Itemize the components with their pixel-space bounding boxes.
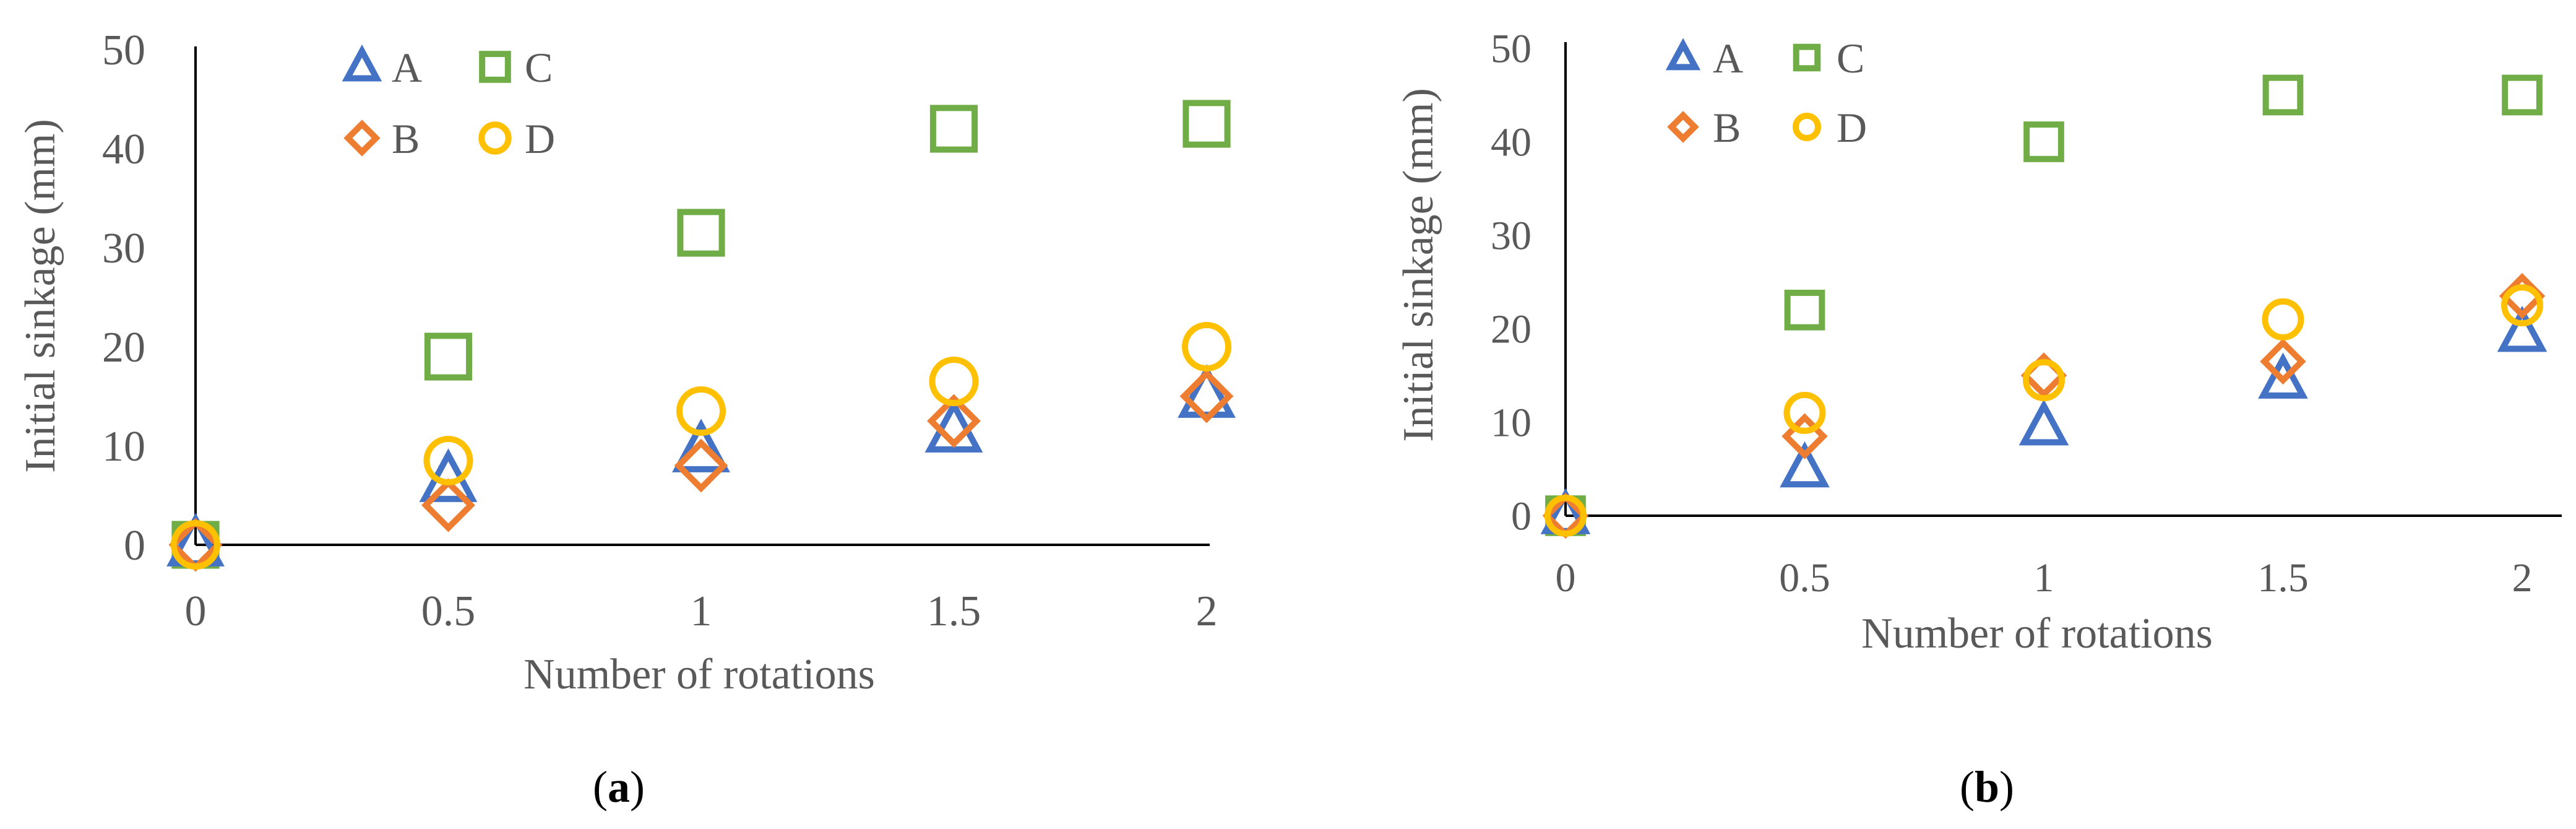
data-point-b (421, 478, 475, 532)
x-tick-label: 1.5 (927, 588, 981, 635)
legend: A C B D (1665, 35, 1867, 151)
y-tick-label: 20 (1491, 306, 1531, 352)
data-point-c (2502, 74, 2543, 116)
legend: A C B D (342, 44, 555, 162)
y-tick-label: 10 (102, 423, 145, 471)
legend-label-a: A (392, 44, 422, 91)
x-tick-label: 0.5 (421, 588, 476, 635)
data-point-d (676, 386, 726, 436)
data-point-b (927, 394, 981, 448)
y-tick-label: 50 (1491, 26, 1531, 71)
x-tick-label: 0 (185, 588, 207, 635)
x-tick-label: 1 (691, 588, 712, 635)
x-axis-title: Number of rotations (1861, 610, 2213, 658)
panel-caption: (b) (1960, 762, 2014, 812)
data-point-c (2262, 74, 2304, 116)
data-point-d (2501, 284, 2543, 327)
data-point-d (2023, 359, 2065, 402)
chart-panel-b: 0 10 20 30 40 50 0 0.5 1 1.5 2 Initial sinkage (m… (1395, 26, 2562, 812)
chart-panel-a: 0 10 20 30 40 50 0 0.5 1 1.5 2 Initial sinkage (m… (17, 27, 1236, 812)
data-point-d (171, 520, 220, 570)
data-point-c (1182, 100, 1231, 148)
legend-label-c: C (525, 44, 553, 91)
x-axis-title: Number of rotations (523, 651, 875, 698)
y-tick-label: 40 (1491, 119, 1531, 165)
x-tick-label: 2 (1196, 588, 1218, 635)
y-tick-label: 10 (1491, 400, 1531, 445)
legend-marker-c (479, 51, 511, 83)
x-tick-label: 1 (2034, 555, 2054, 601)
data-point-b (2260, 338, 2306, 385)
y-tick-label: 20 (102, 324, 145, 371)
data-point-c (929, 105, 978, 153)
y-tick-label: 0 (124, 522, 145, 570)
y-axis-title: Initial sinkage (mm) (1395, 88, 1442, 442)
x-tick-label: 0 (1556, 555, 1576, 601)
data-point-d (423, 436, 473, 485)
legend-label-a: A (1713, 35, 1743, 82)
data-point-b (674, 438, 728, 493)
data-point-c (677, 209, 725, 257)
data-point-b (1781, 413, 1828, 459)
y-tick-label: 0 (1511, 493, 1531, 539)
y-axis-title: Initial sinkage (mm) (17, 119, 64, 473)
legend-marker-a (342, 44, 382, 82)
legend-marker-b (1667, 111, 1699, 143)
panel-caption: (a) (593, 762, 645, 812)
x-tick-labels: 0 0.5 1 1.5 2 (1556, 555, 2533, 601)
legend-marker-d (478, 121, 512, 155)
x-tick-label: 0.5 (1779, 555, 1830, 601)
x-tick-label: 2 (2512, 555, 2533, 601)
legend-label-b: B (392, 115, 420, 162)
data-marks (1540, 74, 2548, 539)
legend-marker-a (1665, 38, 1701, 71)
x-tick-label: 1.5 (2257, 555, 2309, 601)
data-point-c (424, 332, 473, 381)
data-point-d (2262, 298, 2304, 341)
legend-marker-c (1793, 43, 1821, 72)
data-point-b (1179, 369, 1234, 423)
legend-marker-d (1793, 113, 1821, 141)
data-point-c (1784, 289, 1825, 331)
data-point-a (672, 419, 730, 472)
data-marks (166, 100, 1236, 572)
legend-label-d: D (1837, 104, 1867, 151)
y-tick-labels: 0 10 20 30 40 50 (1491, 26, 1531, 539)
data-point-a (2258, 352, 2308, 399)
legend-label-c: C (1837, 35, 1864, 82)
data-point-d (1544, 495, 1587, 537)
data-point-a (2497, 305, 2548, 352)
x-tick-labels: 0 0.5 1 1.5 2 (185, 588, 1218, 635)
legend-marker-b (343, 119, 381, 157)
y-tick-label: 50 (102, 27, 145, 74)
y-tick-label: 40 (102, 126, 145, 173)
data-point-d (1783, 391, 1826, 434)
y-tick-labels: 0 10 20 30 40 50 (102, 27, 145, 570)
data-point-d (929, 357, 979, 406)
data-point-c (2023, 121, 2064, 162)
legend-label-d: D (525, 115, 555, 162)
y-tick-label: 30 (102, 225, 145, 272)
data-point-a (2018, 399, 2069, 446)
data-point-a (1780, 441, 1830, 488)
panel-label: a (608, 762, 630, 812)
legend-label-b: B (1713, 104, 1741, 151)
data-point-d (1182, 322, 1231, 371)
panel-label: b (1975, 762, 1999, 812)
y-tick-label: 30 (1491, 213, 1531, 258)
